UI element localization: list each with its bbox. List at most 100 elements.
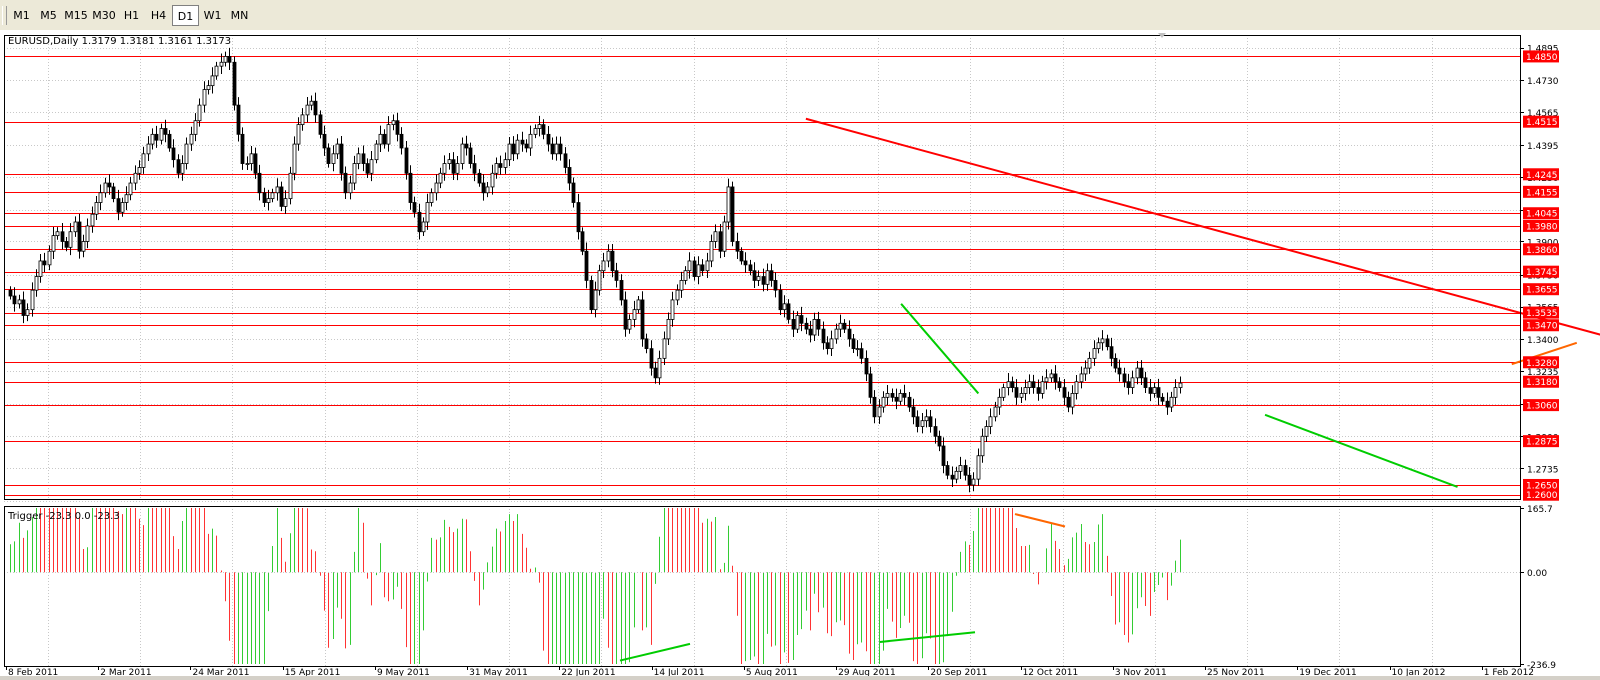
candle-body	[636, 299, 641, 311]
candle-body	[984, 426, 989, 437]
timeframe-m30-button[interactable]: M30	[92, 9, 116, 22]
candle-body	[791, 318, 796, 330]
candle-body	[361, 153, 366, 164]
candle-body	[881, 396, 886, 408]
level-price-label: 1.3980	[1526, 222, 1558, 232]
candle-body	[632, 309, 637, 320]
level-price-tag	[1523, 168, 1559, 181]
candle-body	[21, 299, 26, 316]
candle-body	[34, 276, 39, 291]
candle-body	[81, 241, 86, 252]
indicator-label: Trigger -23.3 0.0 -23.3	[7, 511, 120, 522]
candle-body	[146, 143, 151, 155]
candle-body	[778, 289, 783, 311]
indicator-histogram	[4, 508, 1520, 664]
candle-body	[877, 406, 882, 418]
timeframe-w1-button[interactable]: W1	[203, 9, 222, 22]
price-pane-border	[4, 35, 1521, 500]
candle-body	[305, 104, 310, 116]
candle-body	[546, 133, 551, 145]
candle-body	[266, 198, 271, 203]
timeframe-m5-button[interactable]: M5	[40, 9, 57, 22]
price-tick-label: 1.3235	[1527, 368, 1559, 378]
candle-body	[580, 231, 585, 252]
candle-body	[1066, 396, 1071, 408]
candle-body	[520, 139, 525, 145]
candle-body	[382, 133, 387, 145]
time-tick-label: 12 Oct 2011	[1023, 668, 1079, 676]
horizontal-levels[interactable]	[4, 56, 1520, 496]
candle-body	[154, 133, 159, 141]
candle-body	[171, 147, 176, 161]
candle-body	[141, 153, 146, 168]
timeframe-h4-button[interactable]: H4	[150, 9, 167, 22]
candle-body	[945, 465, 950, 476]
timeframe-m1-button[interactable]: M1	[13, 9, 30, 22]
chart-canvas[interactable]: 1.48951.47301.45651.43951.42301.40601.39…	[0, 30, 1600, 678]
candle-body	[804, 322, 809, 330]
candle-body	[460, 143, 465, 164]
candle-body	[507, 143, 512, 161]
candle-body	[442, 163, 447, 174]
price-tick-label: 1.4730	[1527, 77, 1559, 87]
chart-window[interactable]: 1.48951.47301.45651.43951.42301.40601.39…	[0, 30, 1600, 678]
candle-body	[90, 213, 95, 227]
candle-body	[167, 133, 172, 149]
candle-body	[455, 163, 460, 174]
candle-body	[1019, 393, 1024, 398]
candle-body	[408, 172, 413, 203]
candle-body	[447, 159, 452, 164]
candle-body	[1152, 387, 1157, 394]
price-axis[interactable]: 1.48951.47301.45651.43951.42301.40601.39…	[1520, 45, 1559, 671]
candle-body	[941, 445, 946, 466]
indicator-pane-border	[4, 506, 1521, 667]
candle-body	[1135, 367, 1140, 379]
price-tick-label: 1.4565	[1527, 109, 1559, 119]
time-axis[interactable]: 8 Feb 2011 2 Mar 2011 24 Mar 2011 15 Apr 20…	[6, 666, 1535, 678]
timeframe-mn-button[interactable]: MN	[230, 9, 249, 22]
timeframe-d1-button[interactable]: D1	[172, 5, 199, 26]
timeframe-h1-button[interactable]: H1	[123, 9, 140, 22]
candle-body	[1178, 382, 1183, 388]
candle-body	[318, 114, 323, 135]
candle-body	[765, 270, 770, 285]
candle-body	[51, 235, 56, 252]
candle-body	[180, 163, 185, 174]
time-tick-label: 9 May 2011	[377, 668, 430, 676]
candle-body	[761, 276, 766, 285]
level-price-tag	[1523, 356, 1559, 369]
candle-body	[808, 328, 813, 336]
timeframe-m15-button[interactable]: M15	[64, 9, 88, 22]
candle-body	[481, 182, 486, 194]
candle-body	[313, 100, 318, 116]
level-price-tag	[1523, 319, 1559, 332]
price-tick-label: 1.4395	[1527, 142, 1559, 152]
candle-body	[339, 143, 344, 174]
candle-body	[1109, 346, 1114, 359]
candle-body	[1083, 367, 1088, 375]
candle-body	[1062, 387, 1067, 398]
candle-body	[1113, 357, 1118, 369]
candle-body	[25, 309, 30, 316]
level-price-label: 1.4245	[1526, 171, 1558, 181]
candle-body	[98, 192, 103, 203]
trendlines[interactable]	[805, 117, 1600, 488]
candle-body	[378, 133, 383, 145]
candle-body	[257, 172, 262, 194]
candle-body	[1057, 381, 1062, 388]
candle-body	[550, 143, 555, 155]
candle-body	[30, 289, 35, 311]
candle-body	[511, 143, 516, 155]
candle-body	[773, 280, 778, 291]
candle-body	[911, 406, 916, 418]
candle-body	[73, 221, 78, 233]
time-tick-label: 14 Jul 2011	[654, 668, 705, 676]
indicator-trendline	[1014, 513, 1066, 528]
candle-body	[1143, 377, 1148, 388]
level-price-label: 1.4850	[1526, 53, 1558, 63]
toolbar-grip[interactable]	[2, 6, 7, 25]
candle-body	[292, 143, 297, 174]
candle-body	[236, 104, 241, 135]
candle-body	[894, 396, 899, 402]
candle-body	[451, 159, 456, 174]
